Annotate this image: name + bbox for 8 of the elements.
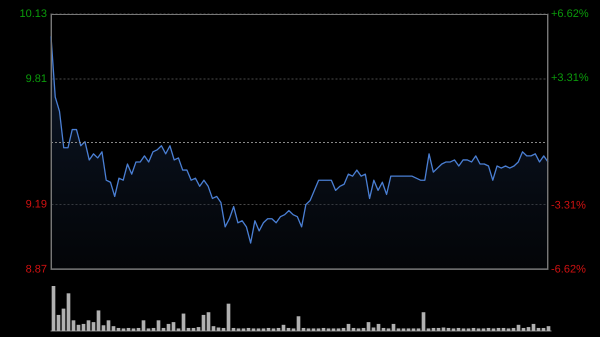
y2-tick-label: +3.31% [551, 72, 589, 84]
y2-tick-label: -6.62% [551, 263, 586, 276]
y-tick-label: 8.87 [26, 263, 47, 276]
y-tick-label: 10.13 [19, 8, 47, 20]
y2-tick-label: +6.62% [551, 8, 589, 20]
y-tick-label: 9.19 [26, 198, 47, 211]
y2-tick-label: -3.31% [551, 200, 586, 212]
y-tick-label: 9.81 [26, 72, 47, 85]
